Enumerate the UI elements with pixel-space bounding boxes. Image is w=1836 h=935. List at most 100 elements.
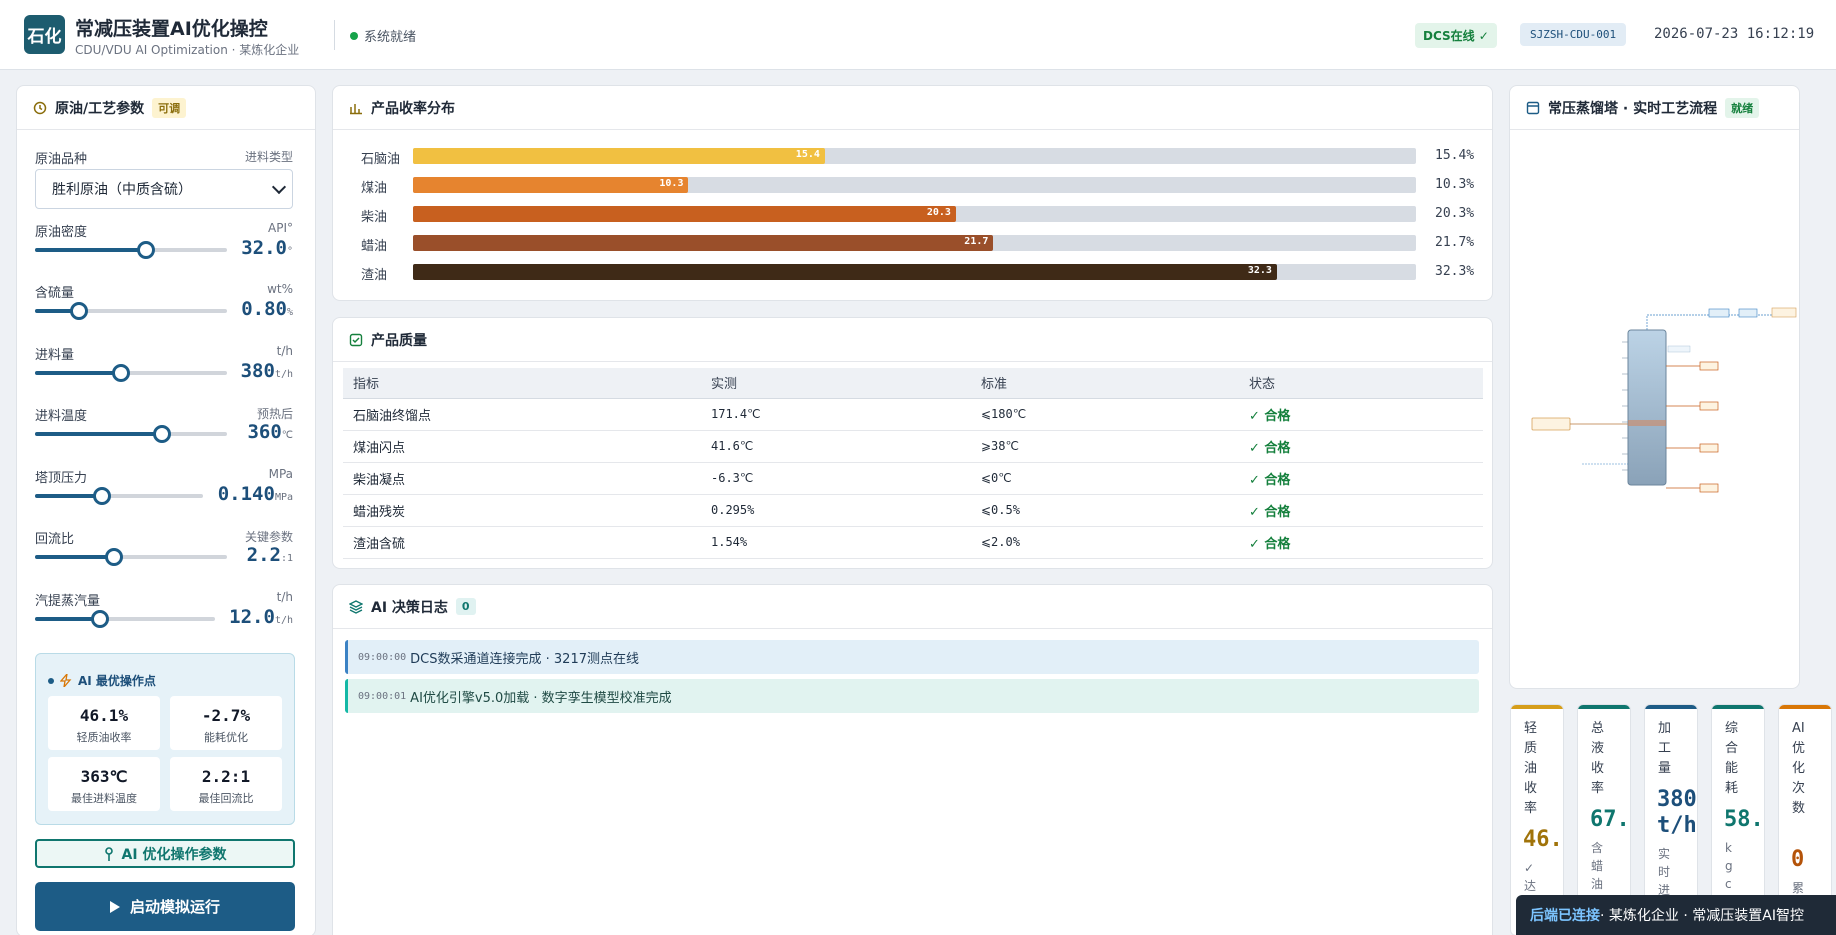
kpi-label: 轻质油收率 [1524,721,1538,816]
param-slider[interactable] [35,241,227,259]
param-slider[interactable] [35,610,215,628]
kpi-accent-bar [1511,705,1563,709]
param-1: 含硫量 wt% 0.80% [35,282,293,322]
param-value: 380t/h [241,360,293,382]
bar-chart-icon [350,103,362,114]
slider-fill [35,494,103,498]
clock-icon [33,101,47,114]
app-logo: 石化 [24,15,65,54]
metric-cell: 煤油闪点 [343,430,701,463]
param-value-unit: t/h [274,615,293,626]
slider-fill [35,371,122,375]
ai-optimize-label: AI 优化操作参数 [121,846,227,863]
yield-product-name: 蜡油 [361,239,388,254]
param-value-number: 360 [247,421,282,443]
yield-track: 15.4 [413,148,1416,164]
slider-fill [35,555,114,559]
param-3: 进料温度 预热后 360℃ [35,405,293,445]
process-flow-diagram [1531,307,1797,493]
yield-track: 20.3 [413,206,1416,222]
crude-label: 原油品种 [35,152,88,167]
param-value: 0.140MPa [218,483,293,505]
backend-status-toast: 后端已连接 · 某炼化企业 · 常减压装置AI智控 [1516,895,1836,935]
param-label: 进料温度 [35,409,88,424]
yield-product-name: 石脑油 [361,152,401,167]
distillation-column-card: 常压蒸馏塔 · 实时工艺流程 就绪 [1509,85,1800,689]
column-title: 常压蒸馏塔 · 实时工艺流程 [1548,100,1718,117]
kpi-label: 综合能耗 [1725,721,1739,796]
kpi-label: AI优化次数 [1792,721,1806,816]
yield-percent: 21.7% [1435,235,1475,250]
yield-percent: 20.3% [1435,206,1475,221]
table-row: 柴油凝点 -6.3℃ ⩽0℃ ✓ 合格 [343,462,1483,495]
yield-bar: 21.7 [413,235,994,251]
param-label: 含硫量 [35,286,75,301]
ai-optimize-button[interactable]: AI 优化操作参数 [35,839,295,868]
param-unit: 预热后 [256,407,293,421]
product-yield-card: 产品收率分布 石脑油 15.4 15.4% 煤油 10.3 10.3% 柴油 20.… [332,85,1493,301]
log-entry: 09:00:00 DCS数采通道连接完成 · 3217测点在线 [345,640,1479,674]
metric-cell: 柴油凝点 [343,462,701,495]
slider-handle[interactable] [93,487,112,505]
lightning-icon [60,674,72,687]
param-4: 塔顶压力 MPa 0.140MPa [35,467,293,507]
crude-select[interactable]: 胜利原油（中质含硫） [35,169,293,209]
quality-table: 指标 实测 标准 状态 石脑油终馏点 171.4℃ ⩽180℃ ✓ 合格 煤油闪点… [343,368,1483,559]
param-value: 360℃ [247,421,293,443]
slider-fill [35,309,80,313]
table-row: 蜡油残炭 0.295% ⩽0.5% ✓ 合格 [343,494,1483,527]
col-header: 标准 [971,368,1239,399]
slider-handle[interactable] [70,302,89,320]
start-simulation-button[interactable]: 启动模拟运行 [35,882,295,931]
param-slider[interactable] [35,548,227,566]
kpi-label: 总液收率 [1591,721,1605,796]
slider-handle[interactable] [112,364,131,382]
param-slider[interactable] [35,364,227,382]
param-value: 0.80% [241,298,293,320]
toast-text: · 某炼化企业 · 常减压装置AI智控 [1600,908,1804,924]
param-slider[interactable] [35,487,203,505]
standard-cell: ⩽2.0% [971,526,1239,559]
yield-track: 21.7 [413,235,1416,251]
yield-row: 柴油 20.3 20.3% [333,204,1492,225]
kpi-label: 加工量 [1658,721,1672,776]
app-subtitle: CDU/VDU AI Optimization · 某炼化企业 [75,43,300,57]
yield-row: 煤油 10.3 10.3% [333,175,1492,196]
standard-cell: ⩾38℃ [971,430,1239,463]
param-2: 进料量 t/h 380t/h [35,344,293,384]
yield-bar-label: 15.4 [795,149,820,160]
datetime: 2026-07-23 16:12:19 [1654,26,1815,42]
kpi-sub: 含蜡油 [1591,841,1604,891]
product-quality-card: 产品质量 指标 实测 标准 状态 石脑油终馏点 171.4℃ ⩽180℃ ✓ 合… [332,317,1493,569]
param-6: 汽提蒸汽量 t/h 12.0t/h [35,590,293,630]
col-header: 状态 [1239,368,1483,399]
measured-cell: 0.295% [701,494,971,527]
param-value-number: 380 [240,360,275,382]
yield-product-name: 煤油 [361,181,388,196]
log-count-badge: 0 [455,598,476,615]
slider-handle[interactable] [152,425,171,443]
slider-handle[interactable] [104,548,123,566]
status-cell: ✓ 合格 [1239,398,1483,431]
ai-cell-label: 最佳回流比 [198,792,254,805]
yield-product-name: 柴油 [361,210,388,225]
param-slider[interactable] [35,425,227,443]
window-icon [1526,101,1540,114]
ai-cell-value: 363℃ [80,767,128,786]
param-value-unit: MPa [274,492,293,503]
yield-row: 蜡油 21.7 21.7% [333,233,1492,254]
quality-header: 产品质量 [333,318,1492,362]
slider-handle[interactable] [137,241,156,259]
overhead-line [1646,307,1797,353]
bullet-icon [48,677,54,684]
kpi-value-wrap: 58. [1724,807,1764,833]
ai-cell-value: 2.2:1 [201,767,251,786]
slider-handle[interactable] [90,610,109,628]
param-slider[interactable] [35,302,227,320]
param-unit: t/h [276,344,293,358]
kpi-accent-bar [1712,705,1764,709]
param-value-number: 2.2 [246,544,281,566]
param-unit: MPa [268,467,293,481]
column-body [1627,329,1667,486]
yield-bar-label: 32.3 [1247,265,1272,276]
